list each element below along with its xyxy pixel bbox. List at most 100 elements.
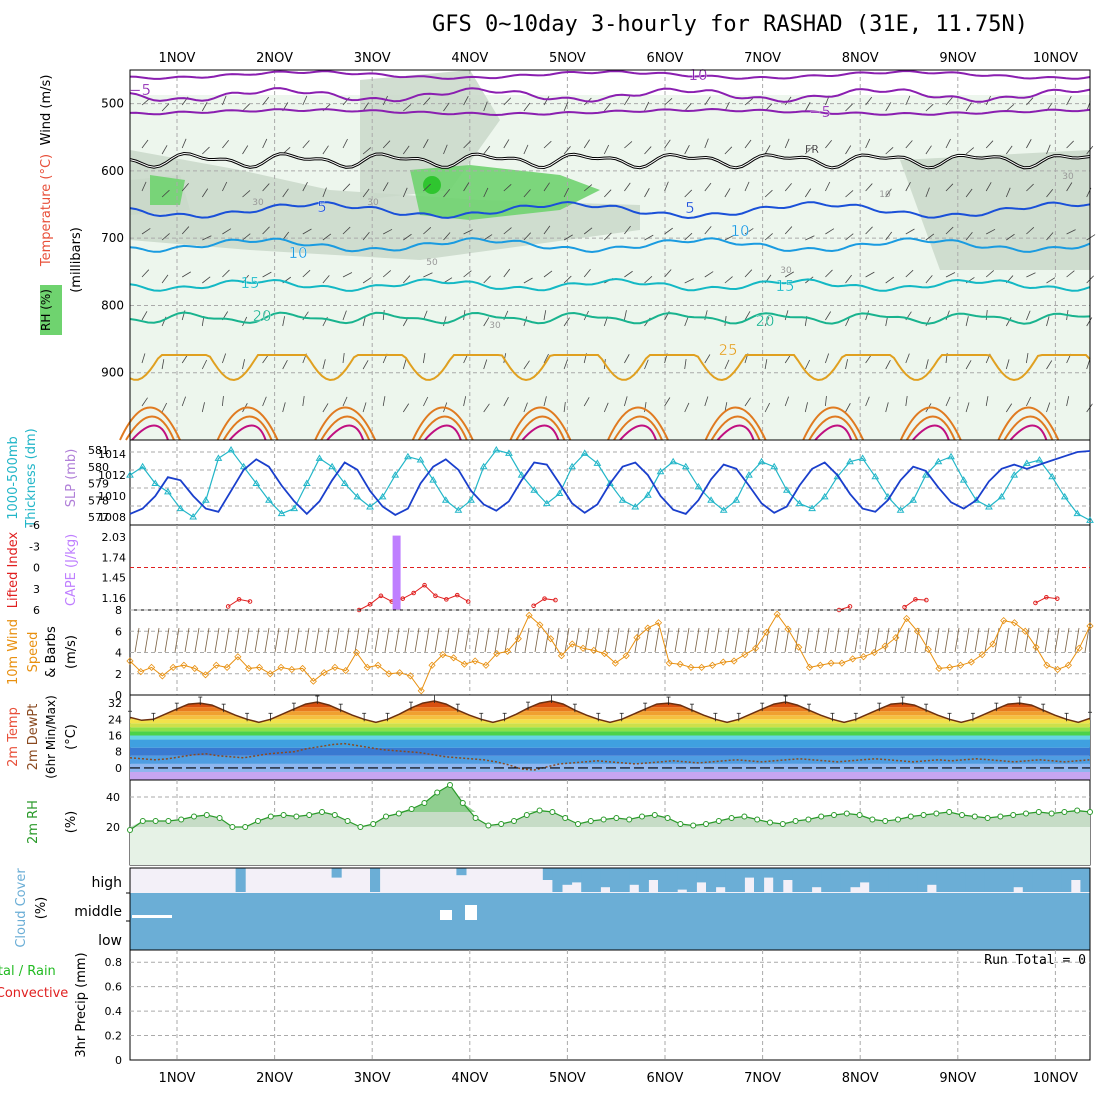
wind10-tick-label: 8	[115, 604, 122, 617]
thickness-point	[580, 449, 589, 456]
wind-barb	[302, 140, 310, 149]
rh2m-fill-mid	[130, 785, 1090, 827]
wind-barb	[1066, 140, 1074, 149]
wind10-point	[654, 619, 663, 627]
thickness-point	[542, 499, 551, 507]
wind10-point	[320, 669, 328, 677]
thickness-point	[681, 462, 690, 470]
wind-barb	[181, 226, 190, 235]
wind10-barb	[134, 627, 140, 653]
wind10-barb	[964, 627, 970, 653]
wind-barb	[865, 354, 872, 364]
contour-label: 15	[240, 274, 259, 292]
wind-barb	[302, 269, 311, 278]
cloud-high-bar	[1061, 868, 1072, 892]
rh2m-point	[895, 816, 901, 823]
axis-label-cloud: Cloud Cover	[14, 868, 29, 948]
wind-barb	[845, 190, 854, 198]
wind10-tick-label: 2	[115, 668, 122, 681]
wind-barb	[483, 145, 491, 155]
wind-barb	[744, 98, 753, 106]
wind-barb	[885, 402, 889, 413]
lifted-point	[553, 597, 558, 603]
rh2m-point	[1074, 807, 1081, 814]
wind10-point	[471, 657, 479, 665]
cloud-high-bar	[763, 868, 774, 878]
rh2m-point	[408, 806, 415, 812]
wind-barb	[1005, 359, 1010, 370]
rh2m-point	[690, 822, 697, 829]
pressure-tick-label: 800	[101, 298, 124, 312]
rh2m-point	[984, 815, 991, 821]
contour-warm	[716, 424, 755, 441]
cloud-high-bar	[715, 868, 726, 888]
date-label-bottom: 6NOV	[647, 1071, 684, 1086]
rh2m-point	[703, 821, 709, 827]
cloud-high-bar	[542, 868, 553, 880]
axis-label-pressure: (millibars)	[69, 227, 84, 293]
wind-barb	[805, 235, 815, 241]
lifted-tick-label: 0	[33, 562, 40, 575]
date-label-bottom: 2NOV	[256, 1071, 293, 1086]
rh2m-tick-label: 20	[106, 821, 120, 834]
wind-barb	[141, 98, 150, 106]
wind10-point	[460, 660, 468, 668]
date-label-bottom: 10NOV	[1033, 1071, 1078, 1086]
contour-15	[129, 277, 1091, 292]
wind10-barb	[414, 627, 420, 653]
axis-label-thickness: 1000-500mb	[6, 436, 21, 520]
wind-barb	[563, 187, 569, 198]
wind10-barb	[314, 627, 320, 653]
wind-barb	[523, 277, 533, 284]
wind10-point	[266, 670, 274, 678]
wind10-point	[946, 663, 954, 671]
wind10-barb	[164, 627, 170, 653]
wind10-barb	[344, 627, 350, 653]
wind-barb	[362, 231, 370, 241]
rh2m-point	[421, 800, 428, 806]
rh-shade-moist	[150, 175, 185, 205]
wind-barb	[402, 145, 410, 155]
wind10-point	[547, 635, 555, 643]
wind10-barb	[474, 627, 480, 653]
wind10-barb	[594, 627, 600, 653]
rh2m-point	[523, 812, 530, 818]
axis-label-temp2m: 2m Temp	[6, 707, 21, 767]
wind-barb	[382, 396, 386, 407]
contour-warm	[417, 415, 468, 441]
wind10-point	[827, 659, 835, 667]
wind10-barb	[424, 627, 430, 653]
lifted-point	[422, 582, 427, 588]
lifted-point	[542, 596, 547, 601]
cloud-high-bar	[917, 868, 928, 892]
rh2m-point	[395, 810, 402, 817]
wind-barb	[262, 226, 270, 235]
dewpt2m-series	[129, 742, 1091, 771]
wind-barb	[784, 271, 794, 278]
lifted-point	[924, 597, 929, 603]
axis-label-rh2m-unit: (%)	[64, 811, 79, 834]
contour-warm	[997, 406, 1060, 441]
wind-barb	[724, 276, 733, 284]
wind-barb	[664, 98, 673, 106]
wind-barb	[905, 140, 913, 149]
cloud-high-bar	[1042, 868, 1053, 892]
wind10-barb	[1064, 627, 1070, 653]
cloud-high-bar	[744, 868, 755, 878]
wind10-barb	[954, 627, 960, 653]
thickness-point	[568, 462, 576, 470]
axis-label-cape: CAPE (J/kg)	[64, 534, 79, 606]
rh2m-point	[856, 812, 863, 818]
thickness-point	[290, 504, 299, 512]
wind-barb	[1026, 396, 1032, 407]
rh2m-point	[293, 813, 300, 820]
wind10-point	[752, 644, 760, 652]
thickness-point	[593, 459, 602, 466]
rh2m-point	[357, 824, 364, 830]
wind-barb	[624, 310, 627, 321]
wind10-point	[1000, 617, 1008, 625]
wind-barb	[242, 103, 250, 112]
wind-barb	[262, 138, 268, 149]
rh2m-point	[280, 812, 287, 818]
wind10-barb	[374, 627, 380, 653]
